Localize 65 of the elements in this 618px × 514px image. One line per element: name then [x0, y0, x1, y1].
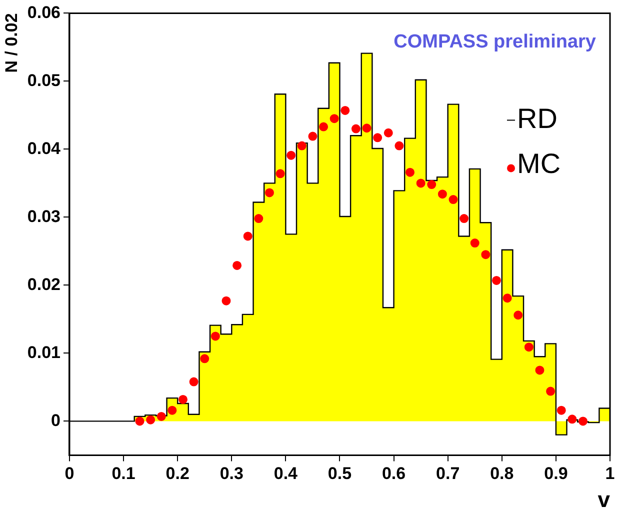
x-tick-label: 0.2	[166, 464, 190, 484]
point	[373, 133, 382, 142]
point	[135, 416, 144, 426]
point	[578, 416, 588, 426]
point	[340, 106, 350, 115]
x-tick-label: 0.4	[274, 464, 298, 484]
point	[546, 386, 556, 396]
y-tick-label: 0.03	[27, 206, 60, 226]
point	[470, 238, 480, 248]
point	[264, 188, 274, 198]
x-tick-label: 0.1	[112, 464, 136, 484]
point	[568, 414, 577, 424]
point	[514, 310, 523, 320]
series-label: RD	[517, 102, 558, 134]
point	[308, 132, 318, 141]
point	[384, 128, 393, 138]
y-tick-label: 0.04	[27, 138, 62, 158]
x-tick-label: 0.3	[220, 464, 244, 484]
point	[276, 169, 285, 178]
y-tick-label: 0.06	[27, 2, 60, 22]
point	[232, 260, 242, 270]
point	[286, 150, 296, 160]
point	[210, 332, 220, 341]
point	[416, 178, 426, 188]
x-tick-label: 0.9	[544, 464, 568, 484]
x-tick-label: 0.5	[328, 464, 352, 484]
point	[362, 124, 372, 133]
point	[524, 342, 534, 352]
point	[146, 415, 156, 424]
point	[297, 141, 306, 150]
point	[200, 354, 210, 364]
point	[481, 250, 490, 260]
point	[168, 406, 177, 415]
x-tick-label: 0.7	[436, 464, 460, 484]
point	[330, 114, 339, 124]
y-tick-label: 0.01	[27, 342, 60, 362]
x-tick-label: 1	[605, 464, 615, 484]
point	[319, 122, 328, 132]
y-tick-label: 0	[51, 410, 60, 430]
x-tick-label: 0	[64, 464, 74, 484]
point	[427, 180, 436, 190]
legend-label: MC	[517, 148, 561, 179]
point	[254, 214, 264, 224]
x-axis-title: v	[598, 486, 611, 512]
annotation: COMPASS preliminary	[394, 31, 596, 52]
point	[460, 214, 469, 224]
x-tick-label: 0.6	[382, 464, 406, 484]
point	[535, 366, 544, 375]
point	[394, 141, 404, 150]
y-axis-title: N / 0.02	[2, 13, 21, 73]
point	[406, 168, 415, 177]
point	[492, 276, 501, 285]
point	[556, 406, 566, 415]
point	[448, 195, 458, 204]
point	[438, 190, 447, 199]
point	[243, 232, 252, 241]
x-tick-label: 0.8	[490, 464, 514, 484]
y-tick-label: 0.05	[27, 70, 60, 90]
point	[178, 394, 188, 404]
point	[189, 377, 198, 386]
y-tick-label: 0.02	[27, 274, 60, 294]
point	[156, 412, 166, 421]
point	[502, 294, 512, 303]
point	[351, 124, 360, 134]
point	[222, 296, 231, 306]
